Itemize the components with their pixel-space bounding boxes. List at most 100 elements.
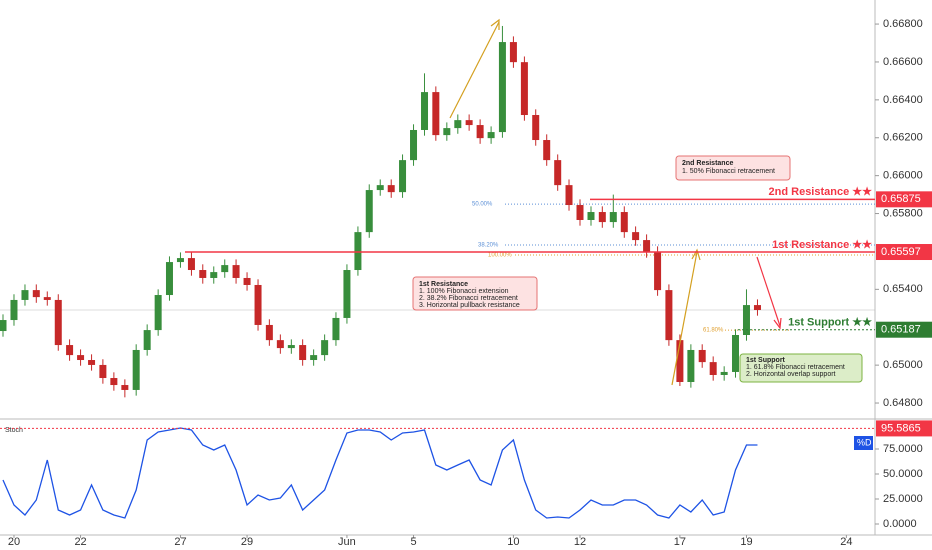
arrow-head [691,248,701,261]
candle-body [399,160,407,193]
candle-body [187,258,195,271]
candle-body [643,240,651,253]
candle-body [299,345,307,361]
annotation-text: 2. 38.2% Fibonacci retracement [419,295,518,302]
level-name: 1st Support ★★ [788,317,872,329]
annotation-box [675,155,791,181]
y-tick-label: 75.0000 [883,443,923,455]
price-tag [876,191,932,208]
x-tick-label: 24 [840,536,852,548]
candle-body [321,340,329,356]
y-tick-label: 0.66200 [883,132,923,144]
candle-body [520,62,528,116]
y-tick-label: 0.66600 [883,56,923,68]
candle-body [365,190,373,233]
candle-body [665,290,673,341]
candle-body [609,212,617,223]
y-tick-label: 0.65000 [883,359,923,371]
candle-body [221,265,229,273]
candle-body [110,378,118,386]
price-tag-label: 0.65187 [881,324,921,336]
candle-body [77,355,85,361]
candle-body [343,270,351,318]
candle-body [443,128,451,136]
annotation-text: 3. Horizontal pullback resistance [419,302,520,309]
fib-label: 38.20% [478,243,499,249]
annotation: 1st Support 1. 61.8% Fibonacci retraceme… [739,353,863,383]
candle-body [543,140,551,161]
legend-tag [854,436,873,450]
candle-body [731,335,739,372]
candle-body [576,205,584,220]
candle-body [254,284,262,325]
candle-body [476,125,484,139]
price-tag-label: 0.65875 [881,193,921,205]
y-tick-label: 0.66000 [883,170,923,182]
arrow [449,21,500,119]
candle-body [532,115,540,141]
candle-body [54,299,62,346]
candle-body [421,92,429,130]
candle-body [432,92,440,136]
y-tick-label: 0.66400 [883,94,923,106]
x-tick-label: 17 [674,536,686,548]
fib-label: 61.80% [703,328,724,334]
candle-body [32,290,40,298]
candle-body [565,185,573,206]
price-tag [876,321,932,338]
candle-body [99,364,107,379]
y-tick-label: 0.65400 [883,283,923,295]
annotation-text: 1. 100% Fibonacci extension [419,288,509,295]
x-tick-label: 19 [740,536,752,548]
candle-body [276,340,284,349]
level-name: 1st Resistance ★★ [772,239,872,251]
price-tag [876,244,932,261]
candle-body [176,258,184,263]
legend-label: %D [857,437,872,447]
y-tick-label: 25.0000 [883,493,923,505]
candle-body [387,185,395,193]
candle-body [676,340,684,382]
x-tick-label: 12 [574,536,586,548]
candle-body [88,360,96,365]
candle-body [66,345,74,356]
y-tick-label: 0.64800 [883,397,923,409]
arrow [756,256,781,327]
fib-label: 100.00% [488,253,512,259]
candle-body [232,265,240,278]
candle-body [243,277,251,285]
y-tick-label: 0.65800 [883,207,923,219]
x-tick-label: 29 [241,536,253,548]
overlay: 2nd Resistance ★★ 0.65875 1st Resistance ★… [0,186,932,450]
candle-body [165,262,173,296]
annotation: 1st Resistance 1. 100% Fibonacci extensi… [412,276,538,311]
price-tag-label: 0.65597 [881,246,921,258]
candle-body [498,42,506,133]
indicator-title: Stoch [5,427,23,434]
candle-body [620,212,628,233]
annotation-text: 1. 61.8% Fibonacci retracement [746,364,845,371]
annotation-box [739,353,863,383]
candle-body [720,371,728,375]
candle-body [410,129,418,161]
candle-body [698,349,706,363]
fib-label: 50.00% [472,202,493,208]
candle-body [332,317,340,341]
candle-body [310,355,318,361]
arrows [449,18,782,386]
annotation-text: 2nd Resistance [682,160,733,167]
annotation-box [412,276,538,311]
x-tick-label: 22 [74,536,86,548]
annotation: 2nd Resistance 1. 50% Fibonacci retracem… [675,155,791,181]
x-tick-label: Jun [338,536,356,548]
price-tag [876,420,932,437]
candle-body [0,320,7,332]
y-tick-label: 0.66800 [883,18,923,30]
candle-body [454,120,462,129]
candle-body [354,232,362,271]
candle-body [10,299,18,321]
annotation-text: 1. 50% Fibonacci retracement [682,168,775,175]
candle-body [632,232,640,241]
